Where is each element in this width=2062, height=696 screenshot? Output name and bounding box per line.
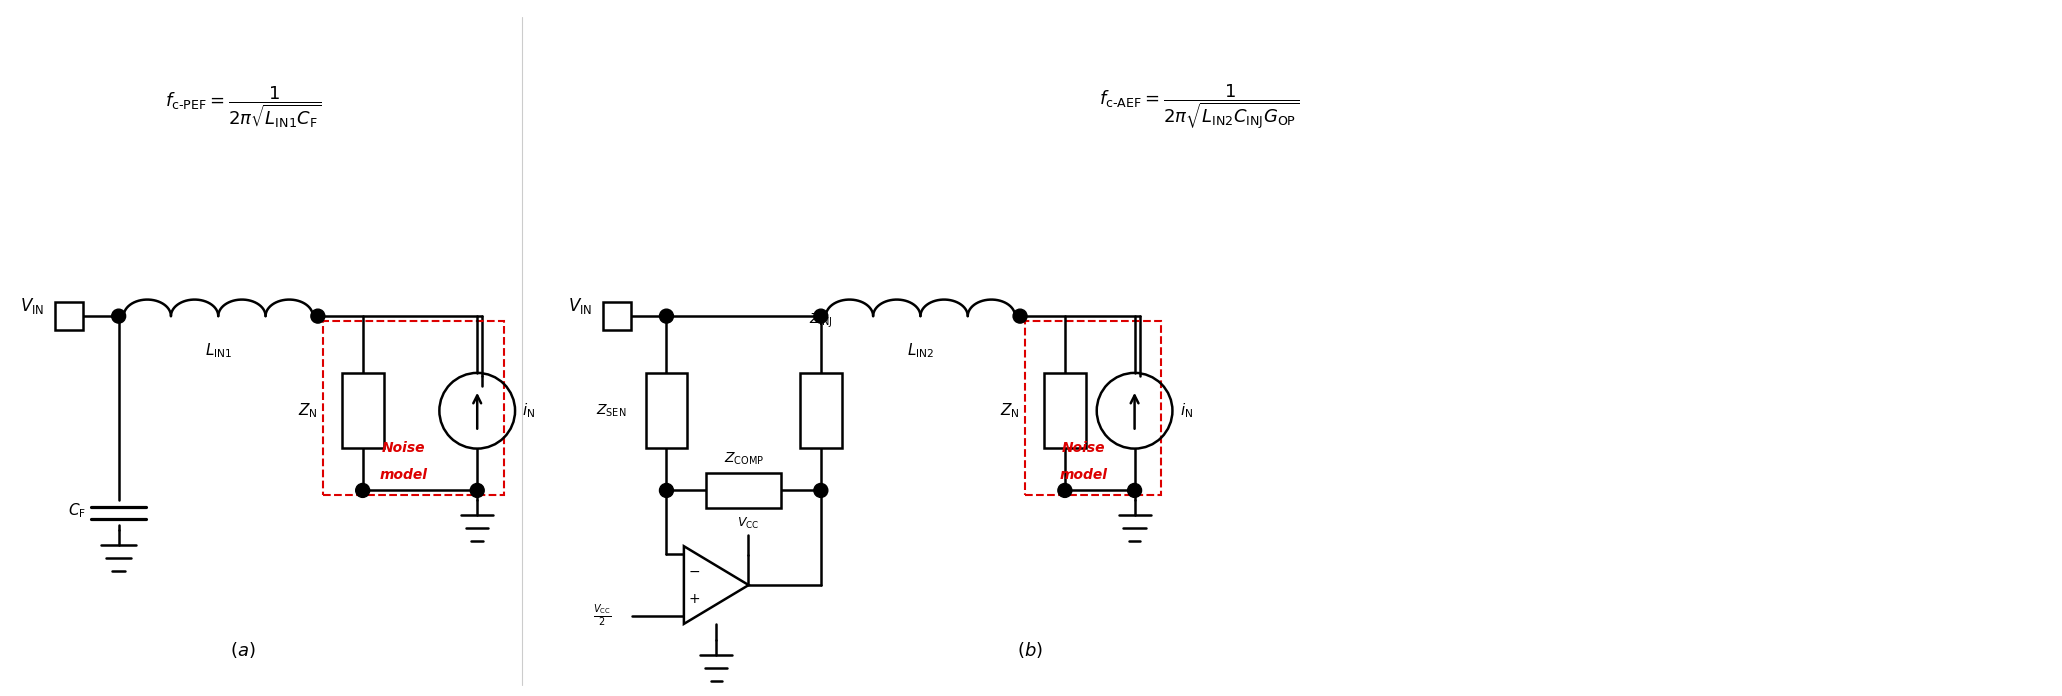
Text: $(b)$: $(b)$ xyxy=(1017,640,1043,660)
Circle shape xyxy=(311,309,326,323)
Text: $\frac{V_{\rm CC}}{2}$: $\frac{V_{\rm CC}}{2}$ xyxy=(594,603,612,629)
Circle shape xyxy=(357,484,369,498)
Text: Noise: Noise xyxy=(381,441,425,454)
Circle shape xyxy=(1058,484,1072,498)
Text: $L_{\rm IN1}$: $L_{\rm IN1}$ xyxy=(204,342,231,361)
Text: $i_{\rm N}$: $i_{\rm N}$ xyxy=(1179,402,1194,420)
FancyBboxPatch shape xyxy=(707,473,781,508)
Text: $V_{\rm IN}$: $V_{\rm IN}$ xyxy=(21,296,43,316)
Text: $V_{\rm IN}$: $V_{\rm IN}$ xyxy=(567,296,592,316)
Text: $Z_{\rm COMP}$: $Z_{\rm COMP}$ xyxy=(724,450,763,467)
FancyBboxPatch shape xyxy=(342,373,384,448)
Circle shape xyxy=(470,484,485,498)
Text: $Z_{\rm SEN}$: $Z_{\rm SEN}$ xyxy=(596,402,627,419)
FancyBboxPatch shape xyxy=(1043,373,1087,448)
Text: $-$: $-$ xyxy=(689,564,699,578)
Circle shape xyxy=(660,484,674,498)
Circle shape xyxy=(814,309,827,323)
Text: $(a)$: $(a)$ xyxy=(231,640,256,660)
Text: $V_{\rm CC}$: $V_{\rm CC}$ xyxy=(736,516,759,531)
Text: $Z_{\rm N}$: $Z_{\rm N}$ xyxy=(1000,402,1021,420)
Text: $C_{\rm F}$: $C_{\rm F}$ xyxy=(68,501,87,520)
FancyBboxPatch shape xyxy=(800,373,841,448)
Bar xyxy=(56,302,82,330)
Bar xyxy=(602,302,631,330)
Circle shape xyxy=(660,309,674,323)
Text: $f_{\rm c\text{-}AEF} = \dfrac{1}{2\pi\sqrt{L_{\rm IN2}C_{\rm INJ}G_{\rm OP}}}$: $f_{\rm c\text{-}AEF} = \dfrac{1}{2\pi\s… xyxy=(1099,83,1299,132)
Circle shape xyxy=(111,309,126,323)
Text: $i_{\rm N}$: $i_{\rm N}$ xyxy=(522,402,536,420)
Circle shape xyxy=(1128,484,1142,498)
Text: $L_{\rm IN2}$: $L_{\rm IN2}$ xyxy=(907,342,934,361)
Text: model: model xyxy=(1060,468,1107,482)
Text: model: model xyxy=(379,468,427,482)
Text: $+$: $+$ xyxy=(689,592,699,606)
FancyBboxPatch shape xyxy=(645,373,687,448)
Circle shape xyxy=(1012,309,1027,323)
Text: $Z_{\rm INJ}$: $Z_{\rm INJ}$ xyxy=(808,312,833,331)
Text: $Z_{\rm N}$: $Z_{\rm N}$ xyxy=(299,402,318,420)
Text: $f_{\rm c\text{-}PEF} = \dfrac{1}{2\pi\sqrt{L_{\rm IN1}C_{\rm F}}}$: $f_{\rm c\text{-}PEF} = \dfrac{1}{2\pi\s… xyxy=(165,84,322,130)
Text: Noise: Noise xyxy=(1062,441,1105,454)
Circle shape xyxy=(814,484,827,498)
